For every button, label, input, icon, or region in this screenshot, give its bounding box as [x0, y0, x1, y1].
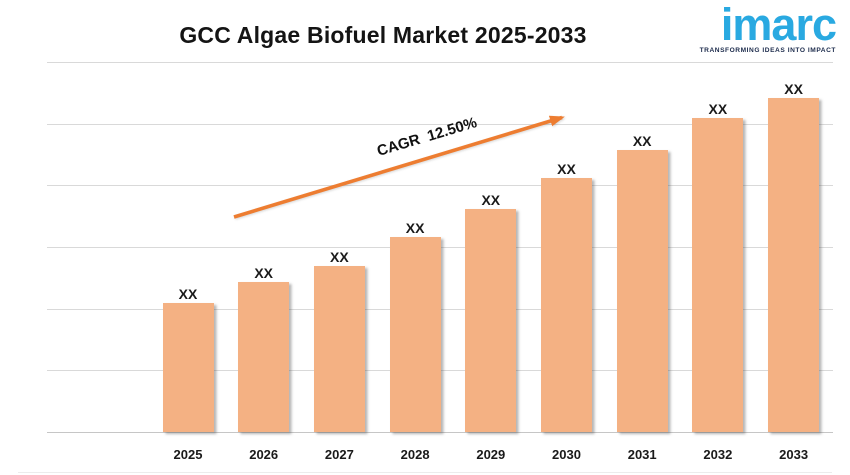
bar-value-label: XX — [178, 285, 198, 302]
bar-value-label: XX — [708, 101, 728, 118]
bar-2033 — [768, 97, 820, 432]
bar-value-label: XX — [330, 248, 349, 265]
category-label-2032: 2032 — [703, 447, 733, 462]
category-label-2025: 2025 — [173, 447, 203, 462]
bar-2026 — [238, 282, 290, 432]
bar-2030 — [541, 177, 592, 432]
bar-2031 — [616, 149, 668, 432]
imarc-logo-tagline: TRANSFORMING IDEAS INTO IMPACT — [699, 47, 836, 55]
category-label-2033: 2033 — [779, 447, 809, 462]
bar-value-label: XX — [784, 80, 803, 97]
bar-2029 — [465, 208, 517, 432]
bar-value-label: XX — [557, 160, 576, 177]
imarc-logo-wordmark: imarc — [720, 0, 837, 50]
bar-value-label: XX — [405, 220, 425, 237]
bar-2027 — [313, 265, 365, 432]
chart-title: GCC Algae Biofuel Market 2025-2033 — [179, 22, 587, 48]
category-label-2026: 2026 — [249, 447, 279, 462]
category-label-2027: 2027 — [324, 447, 354, 462]
gridline — [47, 62, 833, 63]
bar-value-label: XX — [254, 265, 274, 282]
imarc-logo: imarc TRANSFORMING IDEAS INTO IMPACT — [699, 0, 837, 55]
bar-2032 — [692, 118, 744, 432]
category-label-2029: 2029 — [476, 447, 506, 462]
x-axis-line — [47, 432, 833, 433]
bar-2028 — [389, 237, 441, 432]
bar-value-label: XX — [632, 132, 652, 149]
category-label-2031: 2031 — [627, 447, 657, 462]
category-label-2030: 2030 — [552, 447, 581, 462]
bar-2025 — [162, 302, 214, 432]
bar-value-label: XX — [481, 191, 501, 208]
category-label-2028: 2028 — [400, 447, 430, 462]
bottom-divider — [18, 472, 832, 473]
